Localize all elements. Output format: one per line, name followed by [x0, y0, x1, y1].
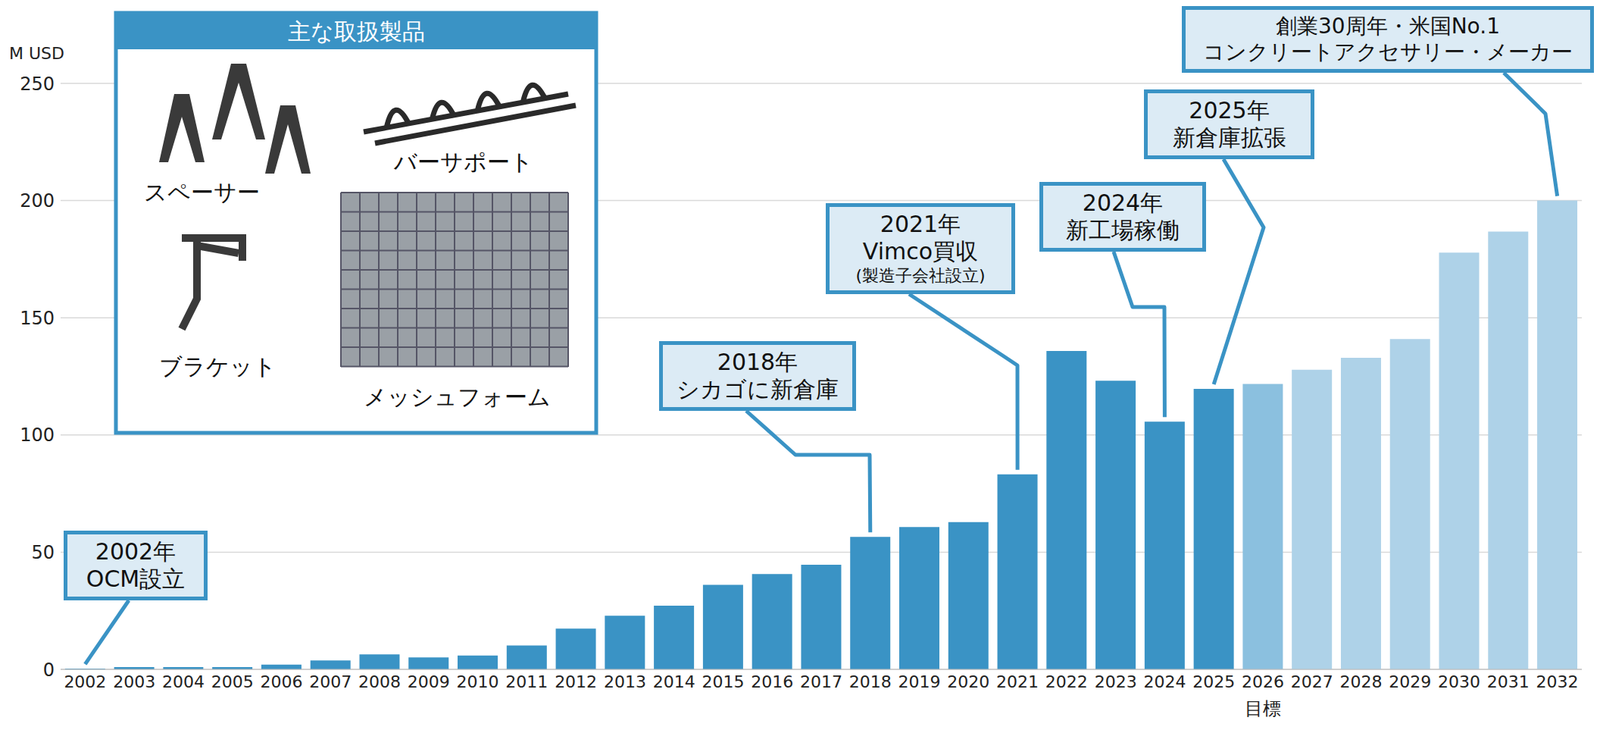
svg-text:2013: 2013	[603, 671, 647, 691]
svg-text:50: 50	[31, 541, 55, 563]
html-text:シカゴに新倉庫: シカゴに新倉庫	[676, 375, 839, 403]
svg-text:2008: 2008	[358, 671, 401, 691]
svg-text:0: 0	[43, 659, 55, 681]
svg-text:2019: 2019	[898, 671, 941, 691]
svg-text:2021: 2021	[996, 671, 1039, 691]
html-text:2018年: 2018年	[717, 348, 798, 375]
html-text:コンクリートアクセサリー・メーカー: コンクリートアクセサリー・メーカー	[1203, 39, 1573, 65]
svg-text:2024: 2024	[1143, 671, 1186, 691]
svg-text:2022: 2022	[1045, 671, 1088, 691]
svg-text:2026: 2026	[1241, 671, 1285, 691]
html-text:2024年: 2024年	[1082, 189, 1164, 216]
html-text:M USD: M USD	[9, 43, 65, 63]
svg-text:2002: 2002	[63, 671, 107, 691]
svg-text:スペーサー: スペーサー	[143, 178, 260, 206]
html-text:Vimco買収: Vimco買収	[862, 237, 979, 265]
svg-text:2030: 2030	[1437, 671, 1481, 691]
svg-text:2032: 2032	[1536, 671, 1579, 691]
svg-text:2009: 2009	[407, 671, 450, 691]
svg-text:2004: 2004	[162, 671, 205, 691]
html-text:新倉庫拡張: 新倉庫拡張	[1172, 124, 1286, 151]
svg-text:2023: 2023	[1094, 671, 1138, 691]
svg-text:2005: 2005	[211, 671, 254, 691]
svg-text:2031: 2031	[1487, 671, 1530, 691]
svg-text:2020: 2020	[946, 671, 990, 691]
svg-text:2017: 2017	[800, 671, 843, 691]
svg-text:2006: 2006	[259, 671, 303, 691]
html-text:創業30周年・米国No.1: 創業30周年・米国No.1	[1275, 13, 1500, 39]
svg-text:2014: 2014	[653, 671, 696, 691]
html-text:2021年: 2021年	[880, 210, 961, 238]
html-text:OCM設立: OCM設立	[86, 565, 185, 592]
svg-text:2012: 2012	[554, 671, 597, 691]
svg-text:2003: 2003	[112, 671, 156, 691]
svg-text:バーサポート: バーサポート	[393, 148, 534, 175]
html-text:(製造子会社設立): (製造子会社設立)	[855, 265, 986, 285]
html-text:目標: 目標	[1244, 697, 1282, 719]
svg-text:150: 150	[19, 307, 55, 329]
svg-text:2016: 2016	[750, 671, 794, 691]
svg-text:2029: 2029	[1388, 671, 1432, 691]
svg-text:100: 100	[19, 424, 55, 446]
svg-text:2007: 2007	[309, 671, 352, 691]
svg-text:2015: 2015	[701, 671, 744, 691]
html-text:新工場稼働: 新工場稼働	[1065, 216, 1180, 244]
svg-text:250: 250	[19, 73, 55, 95]
html-text:2002年: 2002年	[95, 537, 176, 565]
svg-text:2028: 2028	[1340, 671, 1383, 691]
svg-text:メッシュフォーム: メッシュフォーム	[363, 383, 551, 410]
svg-text:2025: 2025	[1192, 671, 1235, 691]
svg-text:2011: 2011	[505, 671, 548, 691]
html-text:2025年: 2025年	[1188, 96, 1270, 124]
svg-text:主な取扱製品: 主な取扱製品	[287, 18, 425, 45]
svg-text:2018: 2018	[849, 671, 892, 691]
svg-text:2010: 2010	[456, 671, 500, 691]
svg-text:ブラケット: ブラケット	[159, 353, 277, 380]
svg-text:200: 200	[19, 190, 55, 212]
svg-text:2027: 2027	[1290, 671, 1334, 691]
